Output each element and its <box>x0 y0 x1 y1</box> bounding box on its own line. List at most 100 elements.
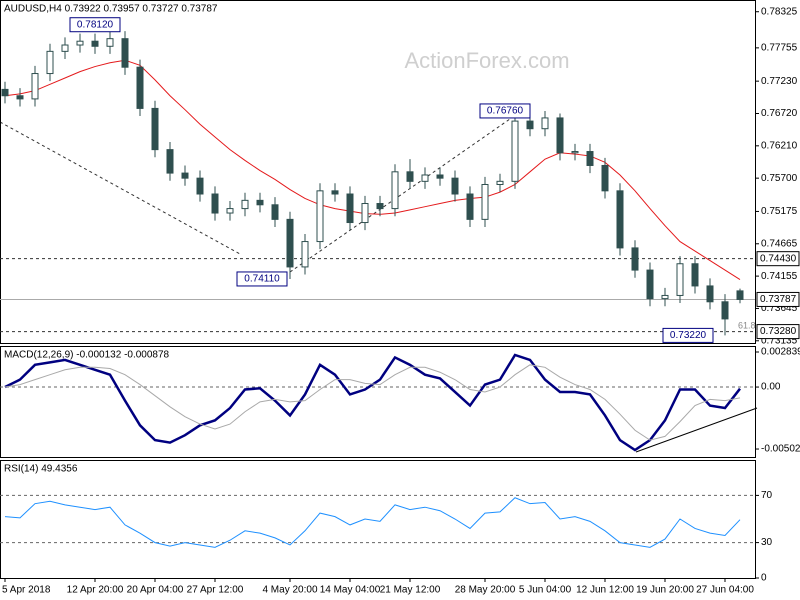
panel-title: MACD(12,26,9) -0.000132 -0.000878 <box>4 350 170 361</box>
y-tick-label: 0.76720 <box>761 108 798 119</box>
panel-frame <box>0 460 756 579</box>
y-tick-label: 0.77230 <box>761 76 798 87</box>
fib-label: 61.8 <box>738 320 756 330</box>
y-tick-label: 0.00 <box>761 382 781 393</box>
indicator-line <box>4 353 741 452</box>
candle-body <box>106 38 114 47</box>
candle-body <box>91 40 99 47</box>
y-tick-label: 0.78325 <box>761 6 798 17</box>
candle-body <box>121 38 129 68</box>
candle-body <box>616 190 624 249</box>
candle-body <box>61 44 69 52</box>
trend-line <box>0 121 241 255</box>
candle-body <box>31 73 39 100</box>
candle-body <box>691 263 699 287</box>
level-label: 0.74430 <box>760 253 797 264</box>
x-tick-label: 20 Apr 04:00 <box>127 585 184 596</box>
candle-body <box>16 95 24 100</box>
watermark: ActionForex.com <box>404 48 569 73</box>
y-tick-label: 0.74155 <box>761 271 798 282</box>
x-tick-label: 5 Apr 2018 <box>2 585 51 596</box>
candle-body <box>631 247 639 271</box>
annotation-box <box>479 103 531 119</box>
panel-frame <box>0 0 756 344</box>
candle-body <box>511 120 519 182</box>
x-tick-label: 27 Apr 12:00 <box>187 585 244 596</box>
x-tick-label: 21 May 12:00 <box>380 585 441 596</box>
level-box <box>756 291 800 307</box>
candle-body <box>136 66 144 109</box>
candle-body <box>301 241 309 268</box>
annotation-label: 0.73220 <box>670 330 707 341</box>
candle-body <box>676 263 684 296</box>
candle-body <box>166 149 174 174</box>
candle-body <box>316 190 324 243</box>
candle-body <box>46 50 54 75</box>
candle-body <box>556 117 564 154</box>
annotation-label: 0.78120 <box>77 19 114 30</box>
candle-body <box>286 218 294 268</box>
candle-body <box>331 190 339 195</box>
y-tick-label: 0.73645 <box>761 303 798 314</box>
panel-frame <box>0 346 756 458</box>
indicator-line <box>4 497 741 548</box>
indicator-line <box>4 364 741 441</box>
panel-title: RSI(14) 49.4356 <box>4 464 78 475</box>
x-tick-label: 5 Jun 04:00 <box>519 585 572 596</box>
annotation-label: 0.74110 <box>244 274 280 285</box>
y-tick-label: 0.75175 <box>761 206 798 217</box>
level-label: 0.73787 <box>760 294 797 305</box>
candle-body <box>451 177 459 195</box>
candle-body <box>466 193 474 220</box>
candle-body <box>706 285 714 303</box>
annotation-box <box>69 17 121 33</box>
candle-body <box>721 301 729 320</box>
candle-body <box>361 203 369 224</box>
annotation-box <box>662 327 714 343</box>
y-tick-label: 0.73135 <box>761 335 798 346</box>
candle-body <box>496 180 504 185</box>
y-tick-label: 0.75700 <box>761 173 798 184</box>
y-tick-label: 0.002839 <box>761 347 800 358</box>
trend-line <box>635 407 758 453</box>
candle-body <box>481 183 489 220</box>
candle-body <box>271 204 279 220</box>
y-tick-label: 0.77755 <box>761 43 798 54</box>
x-tick-label: 12 Jun 12:00 <box>576 585 634 596</box>
candle-body <box>421 174 429 182</box>
candle-body <box>526 120 534 130</box>
x-tick-label: 27 Jun 04:00 <box>696 585 754 596</box>
x-tick-label: 12 Apr 20:00 <box>67 585 124 596</box>
candle-body <box>76 40 84 46</box>
candle-body <box>406 171 414 182</box>
candle-body <box>181 172 189 179</box>
y-tick-label: 70 <box>761 490 773 501</box>
candle-body <box>226 208 234 214</box>
candle-body <box>571 151 579 154</box>
y-tick-label: 0.74665 <box>761 238 798 249</box>
x-tick-label: 14 May 04:00 <box>320 585 381 596</box>
y-tick-label: 0 <box>761 573 767 584</box>
candle-body <box>586 151 594 166</box>
candle-body <box>256 199 264 206</box>
candle-body <box>601 164 609 192</box>
candle-body <box>211 193 219 214</box>
candle-body <box>346 193 354 224</box>
candle-body <box>376 203 384 210</box>
level-box <box>756 251 800 267</box>
x-tick-label: 28 May 20:00 <box>455 585 516 596</box>
candle-body <box>541 117 549 130</box>
candle-body <box>241 199 249 210</box>
level-box <box>756 324 800 340</box>
annotation-label: 0.76760 <box>487 106 524 117</box>
candle-body <box>736 290 744 300</box>
x-tick-label: 19 Jun 20:00 <box>636 585 694 596</box>
candle-body <box>661 294 669 300</box>
level-label: 0.73280 <box>760 326 797 337</box>
candle-body <box>436 174 444 179</box>
trend-line <box>289 111 521 273</box>
x-tick-label: 4 May 20:00 <box>262 585 317 596</box>
y-tick-label: -0.005021 <box>761 444 800 455</box>
